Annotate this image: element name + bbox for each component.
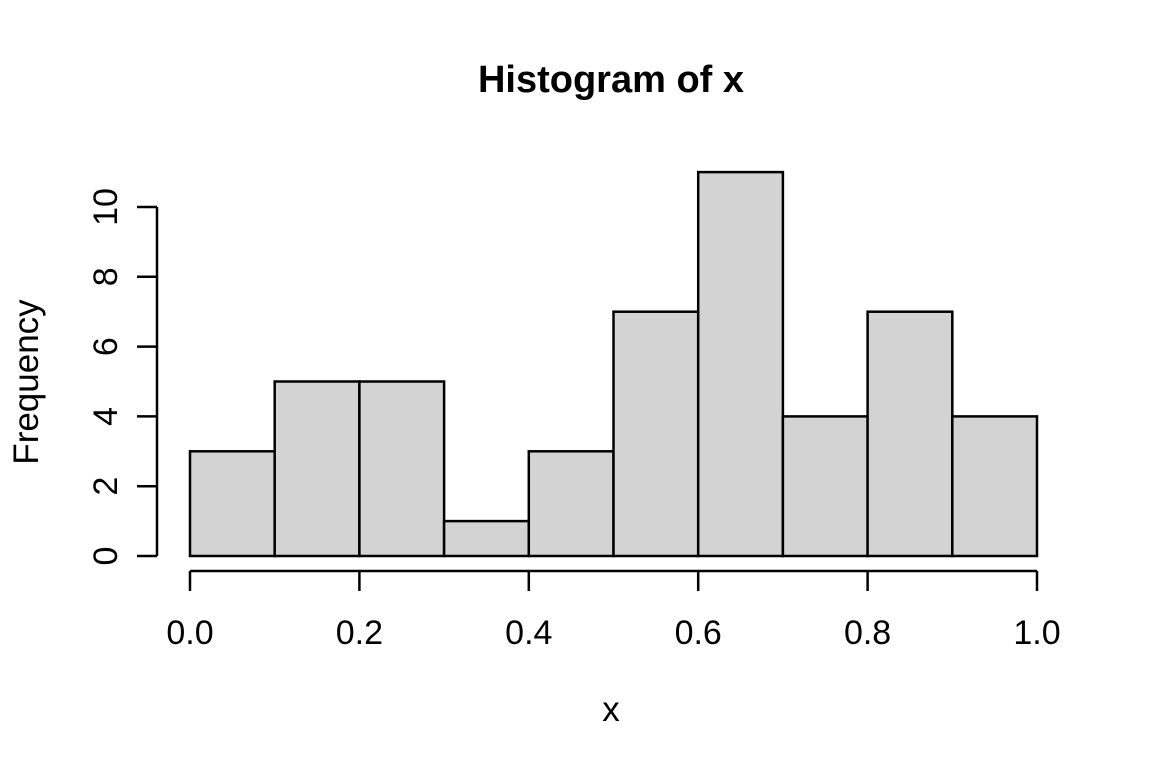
y-tick-label: 2 <box>87 477 125 496</box>
chart-title: Histogram of x <box>478 59 744 101</box>
histogram-bar <box>273 380 361 558</box>
y-axis: 0 2 4 6 8 10 <box>87 188 159 566</box>
histogram-bar <box>527 450 615 558</box>
x-tick-label: 1.0 <box>1013 614 1060 652</box>
x-tick-label: 0.4 <box>505 614 552 652</box>
histogram-bar <box>696 170 785 558</box>
histogram-bar <box>188 450 276 558</box>
histogram-bar <box>442 519 531 558</box>
y-tick-label: 8 <box>87 267 125 286</box>
y-axis-label: Frequency <box>7 299 46 465</box>
y-tick-label: 6 <box>87 337 125 356</box>
histogram-bar <box>866 310 954 558</box>
x-tick-label: 0.2 <box>336 614 383 652</box>
histogram-bar <box>358 380 446 558</box>
x-axis-label: x <box>602 690 620 729</box>
y-tick-label: 4 <box>87 407 125 426</box>
histogram-bars <box>188 170 1039 558</box>
x-tick-label: 0.6 <box>675 614 722 652</box>
x-axis: 0.0 0.2 0.4 0.6 0.8 1.0 <box>166 569 1061 652</box>
histogram-bar <box>781 415 869 558</box>
histogram-bar <box>951 415 1039 558</box>
x-tick-label: 0.8 <box>844 614 891 652</box>
y-tick-label: 0 <box>87 547 125 566</box>
x-tick-label: 0.0 <box>166 614 213 652</box>
histogram-bar <box>612 310 700 558</box>
y-tick-label: 10 <box>87 188 125 226</box>
